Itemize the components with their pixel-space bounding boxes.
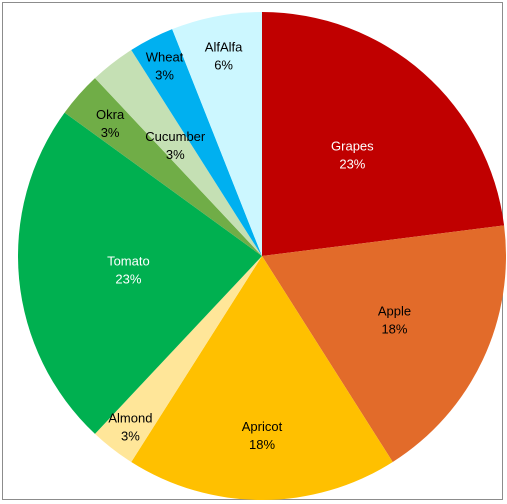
pie-slice-okra — [64, 78, 262, 256]
slice-value-alfalfa: 6% — [214, 58, 233, 73]
slice-value-cucumber: 3% — [166, 147, 185, 162]
slice-value-apricot: 18% — [249, 437, 275, 452]
slice-value-apple: 18% — [381, 321, 407, 336]
pie-slice-almond — [94, 256, 262, 463]
slice-label-apple: Apple — [378, 303, 411, 318]
slice-value-okra: 3% — [101, 125, 120, 140]
slice-label-okra: Okra — [96, 107, 125, 122]
pie-slice-alfalfa — [172, 12, 262, 256]
pie-slice-cucumber — [94, 49, 262, 257]
slice-label-alfalfa: AlfAlfa — [205, 40, 243, 55]
slice-value-tomato: 23% — [115, 272, 141, 287]
pie-slice-grapes — [262, 12, 505, 256]
pie-slice-apricot — [131, 256, 393, 500]
slice-label-grapes: Grapes — [331, 139, 374, 154]
pie-slices — [17, 12, 506, 500]
pie-labels: Grapes 23% Apple 18% Apricot 18% Almond 3% Tomat… — [96, 40, 411, 452]
slice-value-almond: 3% — [121, 429, 140, 444]
pie-slice-wheat — [131, 29, 262, 256]
slice-label-apricot: Apricot — [242, 419, 283, 434]
pie-slice-apple — [262, 225, 506, 463]
slice-label-cucumber: Cucumber — [145, 129, 206, 144]
slice-value-wheat: 3% — [155, 68, 174, 83]
slice-label-wheat: Wheat — [146, 50, 184, 65]
slice-label-almond: Almond — [108, 411, 152, 426]
slice-label-tomato: Tomato — [107, 254, 150, 269]
pie-slice-tomato — [17, 112, 263, 434]
slice-value-grapes: 23% — [339, 157, 365, 172]
